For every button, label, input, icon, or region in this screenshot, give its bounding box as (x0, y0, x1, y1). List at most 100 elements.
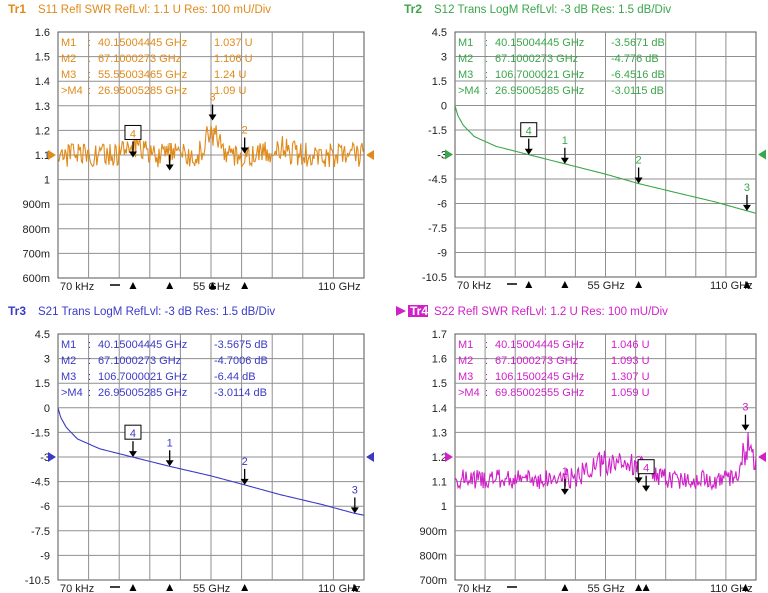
marker-table-freq: 26.95005285 GHz (98, 85, 187, 97)
marker-table-freq: 40.15004445 GHz (98, 37, 187, 49)
marker-table: M1:40.15004445 GHz 1.046 UM2:67.1000273 G… (458, 339, 650, 399)
x-tick-label: 70 kHz (60, 583, 94, 593)
trace-line (58, 407, 364, 516)
marker-table-freq: 67.1000273 GHz (495, 53, 578, 65)
marker-table-colon: : (88, 387, 91, 399)
trace-panel-tr4: Tr4 S22 Refl SWR RefLvl: 1.2 U Res: 100 m… (396, 304, 766, 593)
marker-table-value: -3.0115 dB (611, 85, 664, 97)
marker-4: 4 (520, 122, 538, 155)
y-tick-label: 800m (22, 224, 50, 236)
marker-table-colon: : (485, 37, 488, 49)
marker-table-freq: 69.85002555 GHz (495, 387, 584, 399)
y-tick-label: -6 (40, 501, 50, 513)
marker-table-colon: : (88, 355, 91, 367)
trace-settings: S21 Trans LogM RefLvl: -3 dB Res: 1.5 dB… (38, 306, 275, 318)
y-tick-label: -4.5 (428, 174, 447, 186)
y-tick-label: 1.5 (432, 378, 447, 390)
marker-table-colon: : (88, 69, 91, 81)
marker-table-colon: : (88, 85, 91, 97)
trace-panel-tr1: Tr1 S11 Refl SWR RefLvl: 1.1 U Res: 100 m… (8, 2, 374, 293)
marker-table-id: M3 (61, 371, 76, 383)
active-trace-indicator (408, 305, 428, 317)
marker-table-value: 1.09 U (214, 85, 246, 97)
marker-label: 4 (643, 463, 649, 475)
y-tick-label: 1.5 (35, 52, 50, 64)
marker-label: 1 (167, 141, 173, 153)
x-tick-label: 70 kHz (457, 583, 491, 593)
grid (58, 334, 364, 580)
marker-position-triangle (209, 282, 217, 289)
marker-label: 3 (744, 182, 750, 194)
ref-level-right-icon (366, 150, 374, 160)
x-tick-label: 110 GHz (318, 583, 361, 593)
marker-2: 2 (634, 155, 643, 184)
x-tick-label: 110 GHz (710, 280, 753, 292)
marker-table-value: -4.776 dB (611, 53, 659, 65)
y-tick-label: 1.4 (432, 403, 447, 415)
y-tick-label: 1.2 (432, 452, 447, 464)
marker-1: 1 (165, 437, 174, 467)
y-tick-label: 1.6 (432, 354, 447, 366)
x-tick-label: 55 GHz (588, 583, 625, 593)
marker-arrow-icon (240, 478, 249, 485)
trace-panel-tr2: Tr2 S12 Trans LogM RefLvl: -3 dB Res: 1.5… (404, 2, 766, 292)
marker-table-colon: : (485, 85, 488, 97)
y-tick-label: -4.5 (31, 477, 50, 489)
y-tick-label: 1.6 (35, 27, 50, 39)
marker-table-value: 1.046 U (611, 339, 650, 351)
y-tick-label: 800m (419, 550, 447, 562)
active-marker-box (520, 122, 538, 138)
marker-table-freq: 67.1000273 GHz (98, 355, 181, 367)
marker-table-id: M2 (458, 53, 473, 65)
marker-position-triangle (741, 584, 749, 591)
marker-table-value: -3.5675 dB (214, 339, 268, 351)
trace-id: Tr3 (8, 304, 26, 318)
marker-arrow-icon (128, 151, 137, 158)
marker-table-freq: 26.95005285 GHz (495, 85, 584, 97)
marker-table-value: -4.7006 dB (214, 355, 268, 367)
marker-table-colon: : (88, 339, 91, 351)
marker-table-colon: : (485, 69, 488, 81)
ref-level-left-icon (445, 149, 453, 160)
trace-header: Tr2 S12 Trans LogM RefLvl: -3 dB Res: 1.5… (404, 2, 671, 16)
marker-table-id: M3 (458, 371, 473, 383)
y-tick-label: 4.5 (432, 27, 447, 39)
marker-label: 2 (242, 125, 248, 137)
trace-header: Tr4 S22 Refl SWR RefLvl: 1.2 U Res: 100 m… (396, 304, 668, 318)
marker-table-freq: 67.1000273 GHz (495, 355, 578, 367)
trace-header: Tr3 S21 Trans LogM RefLvl: -3 dB Res: 1.5… (8, 304, 275, 318)
trace-line (58, 125, 364, 169)
marker-table: M1:40.15004445 GHz -3.5671 dBM2:67.100027… (458, 37, 665, 97)
trace-id: Tr2 (404, 2, 422, 16)
marker-2: 2 (240, 456, 249, 485)
ref-level-right-icon (758, 149, 766, 160)
marker-position-triangle (525, 281, 533, 288)
ref-level-right-icon (758, 452, 766, 462)
marker-table-colon: : (485, 53, 488, 65)
marker-arrow-icon (642, 485, 651, 492)
x-tick-label: 55 GHz (588, 280, 625, 292)
marker-arrow-icon (208, 114, 217, 121)
trace-panel-tr3: Tr3 S21 Trans LogM RefLvl: -3 dB Res: 1.5… (8, 304, 374, 593)
trace-settings: S11 Refl SWR RefLvl: 1.1 U Res: 100 mU/D… (38, 4, 271, 16)
marker-arrow-icon (742, 204, 751, 211)
marker-table-id: M2 (458, 355, 473, 367)
marker-arrow-icon (634, 177, 643, 184)
marker-2: 2 (240, 125, 249, 154)
trace-arrow-icon (396, 306, 406, 316)
marker-table-id: M2 (61, 355, 76, 367)
marker-table-colon: : (485, 339, 488, 351)
marker-position-triangle (642, 584, 650, 591)
marker-arrow-icon (165, 164, 174, 171)
marker-label: 2 (636, 155, 642, 167)
y-tick-label: 700m (419, 575, 447, 587)
marker-label: 1 (167, 437, 173, 449)
y-tick-label: 600m (22, 273, 50, 285)
marker-4: 4 (637, 459, 655, 492)
y-tick-label: -9 (437, 248, 447, 260)
marker-4: 4 (124, 424, 142, 458)
marker-table-freq: 106.7000021 GHz (495, 69, 584, 81)
marker-table-id: M1 (458, 339, 473, 351)
marker-arrow-icon (634, 477, 643, 484)
